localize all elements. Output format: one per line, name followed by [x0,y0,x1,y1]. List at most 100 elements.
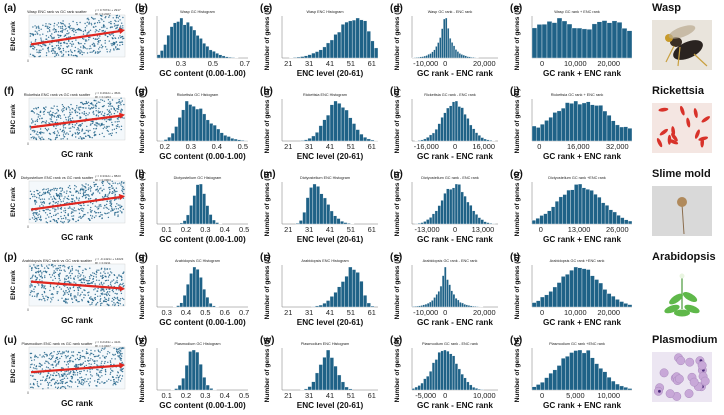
scatter-point [48,216,50,218]
scatter-point [54,208,56,210]
scatter-point [45,208,47,211]
scatter-point [98,123,100,125]
histogram-title: Arabidopsis GC rank - ENC rank [423,259,478,263]
scatter-point [36,26,38,28]
scatter-point [68,373,70,375]
scatter-point [37,44,39,46]
histogram-bar [337,31,342,59]
scatter-point [86,348,88,350]
histogram-title: Arabidopsis GC rank +ENC rank [550,259,605,263]
scatter-point [59,279,61,281]
scatter-point [58,46,60,48]
x-tick-label: 21 [284,142,292,151]
scatter-point [101,293,103,296]
scatter-point [55,285,58,288]
scatter-point [121,188,124,190]
scatter-point [81,355,83,358]
scatter-point [89,282,91,285]
scatter-point [61,187,64,190]
histogram-bar [556,365,562,391]
scatter-point [82,215,85,217]
histogram-bar [531,220,537,225]
bacterium [658,107,669,112]
scatter-point [39,363,41,365]
scatter-point [61,218,63,220]
scatter-point [42,284,44,287]
scatter-point [35,27,38,29]
scatter-point [93,45,95,47]
scatter-point [77,379,79,381]
histogram-bar [565,356,570,391]
scatter-point [99,300,101,303]
scatter-point [101,375,103,377]
scatter-point [113,382,115,385]
scatter-point [65,301,67,303]
scatter-point [116,280,118,282]
scatter-point [99,272,102,274]
scatter-point [29,286,31,288]
scatter-point [53,197,55,199]
histogram-bar [627,304,633,308]
scatter-point [101,381,103,383]
scatter-point [122,286,125,288]
x-tick-label: 61 [368,142,376,151]
scatter-point [85,129,88,132]
scatter-point [91,106,93,109]
scatter-point [89,359,91,362]
scatter-point [54,55,56,58]
scatter-point [114,193,117,196]
scatter-point [32,33,34,36]
wasp-legs [665,45,708,67]
scatter-point [85,114,87,117]
scatter-point [90,206,92,209]
scatter-point [118,275,120,277]
histogram-bar [606,22,613,59]
scatter-point [65,357,67,359]
histogram-bar [441,275,445,308]
scatter-point [123,117,125,119]
scatter-point [53,50,55,52]
x-tick-label: 20,000 [473,59,496,68]
scatter-point [106,48,108,50]
scatter-point [46,271,48,273]
scatter-point [55,189,58,191]
panel-letter: (n) [390,169,403,180]
x-tick-label: 0.4 [212,142,222,151]
scatter-point [37,214,39,216]
scatter-point [79,49,81,51]
scatter-point [62,53,65,56]
scatter-point [79,372,81,375]
scatter-point [38,274,40,276]
panel-letter: (x) [390,335,402,346]
scatter-point [60,117,62,120]
panel-letter: (h) [260,86,273,97]
scatter-point [48,357,50,360]
scatter-point [62,23,64,25]
scatter-point [43,298,46,300]
scatter-point [65,281,67,283]
scatter-point [81,128,84,130]
scatter-point [82,382,85,384]
scatter-point [115,132,118,134]
panel-letter: (o) [510,169,523,180]
histogram-bar [359,133,364,142]
scatter-point [72,351,75,353]
x-tick-label: -10,000 [413,59,438,68]
scatter-point [60,23,63,25]
histogram-bar [215,53,219,59]
scatter-point [46,222,49,224]
scatter-point [49,110,52,112]
scatter-point [117,118,119,120]
scatter-point [92,272,94,274]
scatter-point [85,100,88,103]
scatter-point [83,111,86,113]
scatter-point [112,209,114,211]
scatter-point [49,368,51,370]
scatter-point [72,133,74,136]
scatter-point [59,269,61,271]
histogram-bar [604,205,610,225]
scatter-point [63,281,66,283]
scatter-point [51,48,53,50]
